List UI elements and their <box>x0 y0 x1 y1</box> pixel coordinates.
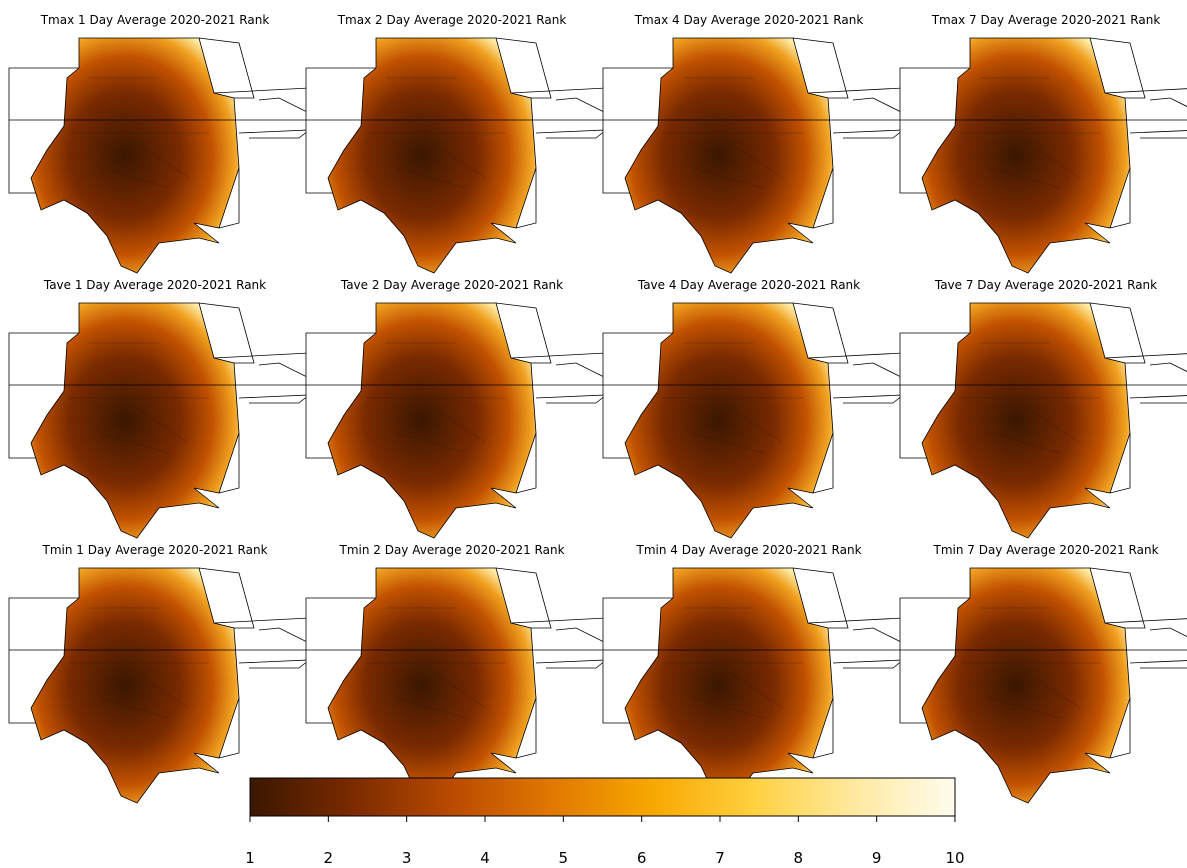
map <box>8 302 310 539</box>
panel-title: Tmin 4 Day Average 2020-2021 Rank <box>635 543 861 557</box>
map <box>899 302 1187 539</box>
tick-label: 4 <box>480 849 490 867</box>
map <box>899 37 1187 274</box>
tick-label: 5 <box>559 849 569 867</box>
panel-title: Tmax 4 Day Average 2020-2021 Rank <box>634 13 864 27</box>
panel-title: Tmin 2 Day Average 2020-2021 Rank <box>338 543 564 557</box>
map <box>8 567 310 804</box>
tick-label: 9 <box>872 849 882 867</box>
map <box>305 37 607 274</box>
map <box>305 567 607 804</box>
map <box>8 37 310 274</box>
panel-title: Tave 2 Day Average 2020-2021 Rank <box>340 278 563 292</box>
panel-title: Tmin 7 Day Average 2020-2021 Rank <box>932 543 1158 557</box>
tick-label: 3 <box>402 849 412 867</box>
tick-label: 10 <box>945 849 964 867</box>
panel-title: Tmax 7 Day Average 2020-2021 Rank <box>931 13 1161 27</box>
tick-label: 2 <box>324 849 334 867</box>
map <box>899 567 1187 804</box>
tick-label: 1 <box>245 849 255 867</box>
tick-label: 7 <box>715 849 725 867</box>
map <box>602 37 904 274</box>
panel-title: Tmax 2 Day Average 2020-2021 Rank <box>337 13 567 27</box>
tick-label: 6 <box>637 849 647 867</box>
colorbar <box>249 777 956 817</box>
panel-title: Tave 4 Day Average 2020-2021 Rank <box>637 278 860 292</box>
tick-label: 8 <box>794 849 804 867</box>
map <box>305 302 607 539</box>
map <box>602 567 904 804</box>
panel-title: Tmin 1 Day Average 2020-2021 Rank <box>41 543 267 557</box>
map <box>602 302 904 539</box>
panel-title: Tave 7 Day Average 2020-2021 Rank <box>934 278 1157 292</box>
panel-title: Tave 1 Day Average 2020-2021 Rank <box>43 278 266 292</box>
panel-title: Tmax 1 Day Average 2020-2021 Rank <box>40 13 270 27</box>
